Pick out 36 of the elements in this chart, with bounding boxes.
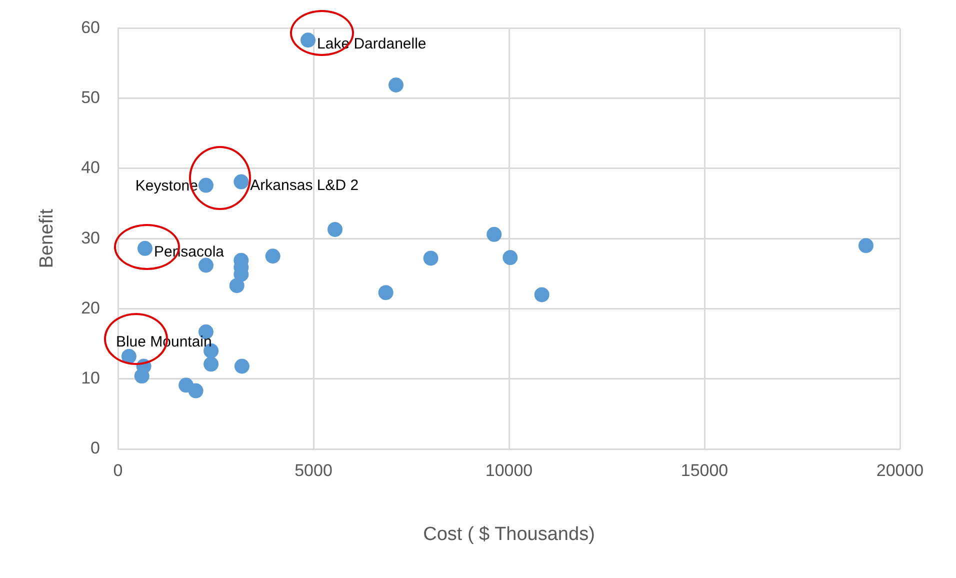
- y-tick-label: 60: [81, 18, 100, 37]
- point: [234, 174, 249, 190]
- point: [502, 250, 518, 266]
- point: [121, 348, 136, 364]
- x-tick-label: 10000: [485, 460, 533, 480]
- point: [423, 250, 438, 266]
- x-axis-title: Cost ( $ Thousands): [423, 524, 595, 545]
- y-tick-label: 50: [81, 88, 100, 108]
- x-tick-label: 15000: [680, 460, 728, 480]
- point: [198, 258, 214, 273]
- x-tick-label: 0: [113, 460, 123, 480]
- point: [378, 285, 394, 300]
- point: [134, 368, 150, 384]
- point: [265, 248, 280, 264]
- point: [229, 278, 244, 294]
- point: [300, 32, 316, 48]
- point: [234, 358, 250, 374]
- point: [198, 178, 214, 193]
- x-tick-label: 5000: [294, 460, 332, 480]
- point: [534, 287, 550, 302]
- point: [188, 383, 204, 398]
- point: [388, 78, 404, 93]
- y-tick-label: 20: [81, 298, 100, 318]
- point: [858, 238, 874, 254]
- y-tick-label: 10: [81, 368, 100, 388]
- point: [137, 240, 152, 256]
- y-tick-label: 40: [81, 158, 100, 178]
- annotation: Lake Dardanelle: [317, 35, 426, 52]
- y-tick-label: 30: [81, 228, 100, 248]
- y-tick-label: 0: [90, 438, 100, 458]
- y-axis-title: Benefit: [36, 208, 58, 268]
- annotation: Arkansas L&D 2: [250, 176, 359, 194]
- point: [486, 226, 502, 242]
- point: [328, 222, 343, 237]
- point: [204, 356, 219, 372]
- x-tick-label: 20000: [876, 460, 924, 480]
